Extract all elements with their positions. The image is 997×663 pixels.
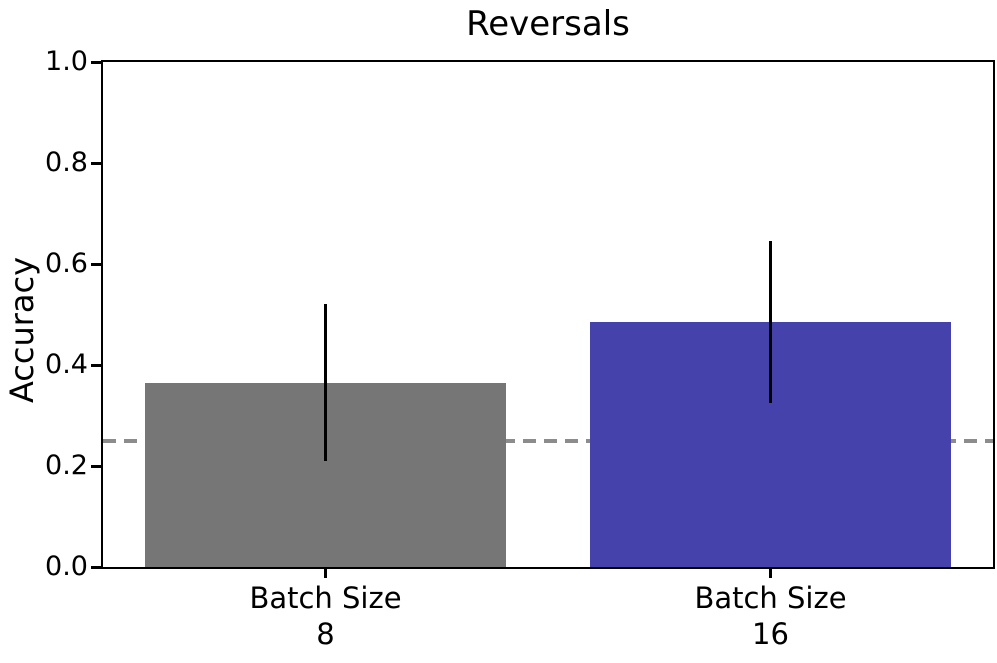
y-tick-label-6: 1.0 bbox=[45, 46, 88, 77]
y-tick-4 bbox=[91, 262, 101, 266]
y-tick-label-2: 0.2 bbox=[45, 450, 88, 481]
chart-title: Reversals bbox=[466, 4, 630, 44]
reference-line bbox=[103, 439, 993, 443]
error-bar-1 bbox=[323, 304, 328, 461]
y-tick-label-3: 0.4 bbox=[45, 349, 88, 380]
y-tick-1 bbox=[91, 565, 101, 569]
y-tick-3 bbox=[91, 363, 101, 367]
plot-area bbox=[91, 60, 995, 578]
y-tick-label-4: 0.6 bbox=[45, 248, 88, 279]
x-tick-1 bbox=[324, 569, 327, 578]
x-tick-2 bbox=[769, 569, 772, 578]
y-tick-6 bbox=[91, 60, 101, 64]
y-tick-5 bbox=[91, 161, 101, 165]
y-tick-label-1: 0.0 bbox=[45, 551, 88, 582]
y-tick-2 bbox=[91, 464, 101, 468]
y-tick-label-5: 0.8 bbox=[45, 147, 88, 178]
error-bar-2 bbox=[768, 241, 773, 403]
x-tick-label-2: Batch Size 16 bbox=[694, 581, 847, 652]
x-tick-label-1: Batch Size 8 bbox=[249, 581, 402, 652]
